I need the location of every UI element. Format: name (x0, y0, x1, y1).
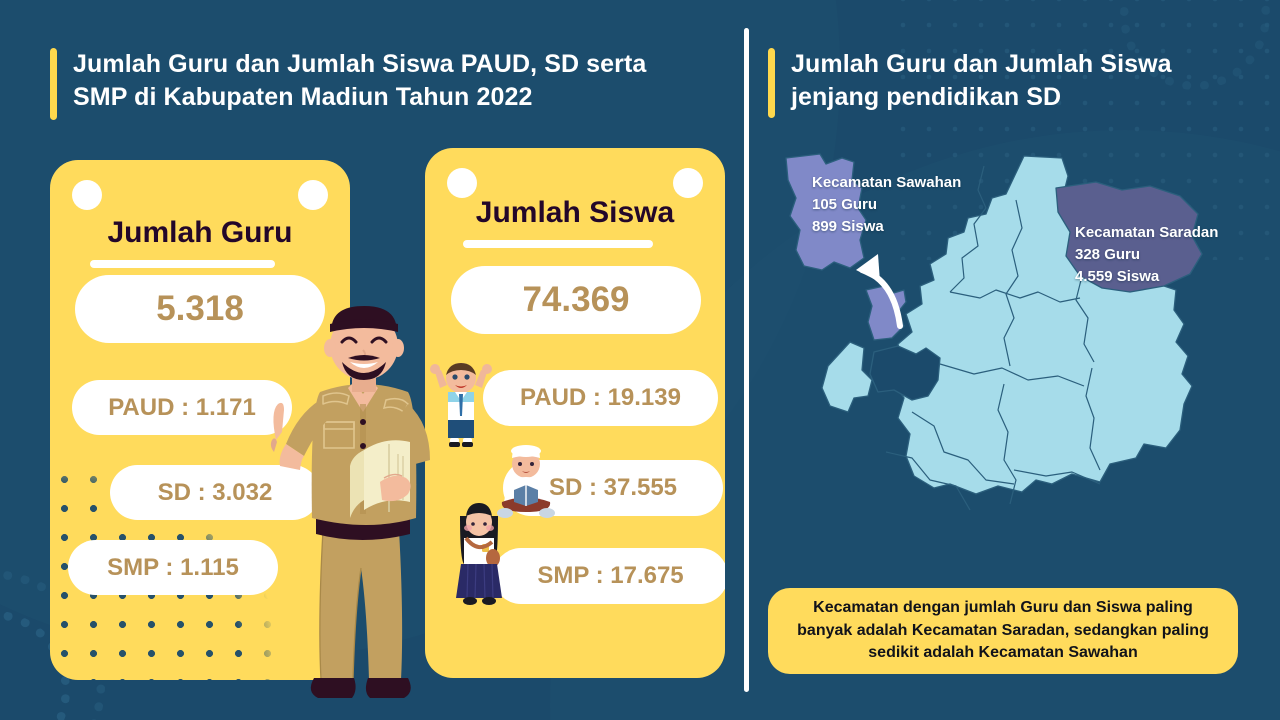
map-district-saradan (1055, 181, 1203, 293)
kabupaten-madiun-map (762, 140, 1254, 570)
card-hole-punch-left-icon (72, 180, 102, 210)
guru-paud-value: PAUD : 1.171 (72, 380, 292, 435)
siswa-smp-value: SMP : 17.675 (493, 548, 725, 604)
card-title-underline (463, 240, 653, 248)
guru-total-value: 5.318 (75, 275, 325, 343)
map-summary-caption: Kecamatan dengan jumlah Guru dan Siswa p… (768, 588, 1238, 674)
stat-card-jumlah-siswa: Jumlah Siswa 74.369 PAUD : 19.139 SD : 3… (425, 148, 725, 678)
map-label-saradan-district: Kecamatan Saradan (1075, 224, 1219, 241)
card-hole-punch-right-icon (673, 168, 703, 198)
right-heading-text: Jumlah Guru dan Jumlah Siswa jenjang pen… (791, 50, 1172, 111)
teacher-illustration (270, 306, 430, 698)
student-reading-quran-illustration (497, 445, 555, 518)
card-hole-punch-right-icon (298, 180, 328, 210)
panel-divider (744, 28, 749, 692)
heading-accent-bar (768, 48, 775, 118)
left-panel-heading: Jumlah Guru dan Jumlah Siswa PAUD, SD se… (50, 48, 646, 120)
map-label-sawahan: Kecamatan Sawahan 105 Guru 899 Siswa (812, 172, 961, 237)
map-label-saradan-students: 4.559 Siswa (1075, 267, 1160, 285)
map-label-sawahan-district: Kecamatan Sawahan (812, 174, 962, 191)
map-district-sawahan (785, 153, 867, 271)
siswa-total-value: 74.369 (451, 266, 701, 334)
left-heading-text: Jumlah Guru dan Jumlah Siswa PAUD, SD se… (73, 50, 647, 111)
map-label-sawahan-teachers: 105 Guru (812, 195, 878, 213)
card-title-guru: Jumlah Guru (107, 216, 293, 249)
heading-accent-bar (50, 48, 57, 120)
map-svg (785, 153, 1203, 511)
guru-sd-value: SD : 3.032 (110, 465, 320, 520)
card-hole-punch-left-icon (447, 168, 477, 198)
map-district-dark (869, 345, 941, 401)
map-pointer-arrow-icon (856, 254, 903, 329)
map-label-sawahan-students: 899 Siswa (812, 217, 884, 235)
card-title-underline (90, 260, 275, 268)
right-panel-heading: Jumlah Guru dan Jumlah Siswa jenjang pen… (768, 48, 1172, 118)
map-label-saradan: Kecamatan Saradan 328 Guru 4.559 Siswa (1075, 222, 1218, 287)
map-internal-boundaries (885, 165, 1101, 511)
student-boy-cheering-illustration (430, 363, 492, 447)
guru-smp-value: SMP : 1.115 (68, 540, 278, 595)
siswa-paud-value: PAUD : 19.139 (483, 370, 718, 426)
card-title-siswa: Jumlah Siswa (475, 196, 675, 229)
map-label-saradan-teachers: 328 Guru (1075, 245, 1141, 263)
student-girl-illustration (456, 503, 502, 605)
map-district-west-lobe (821, 341, 873, 413)
